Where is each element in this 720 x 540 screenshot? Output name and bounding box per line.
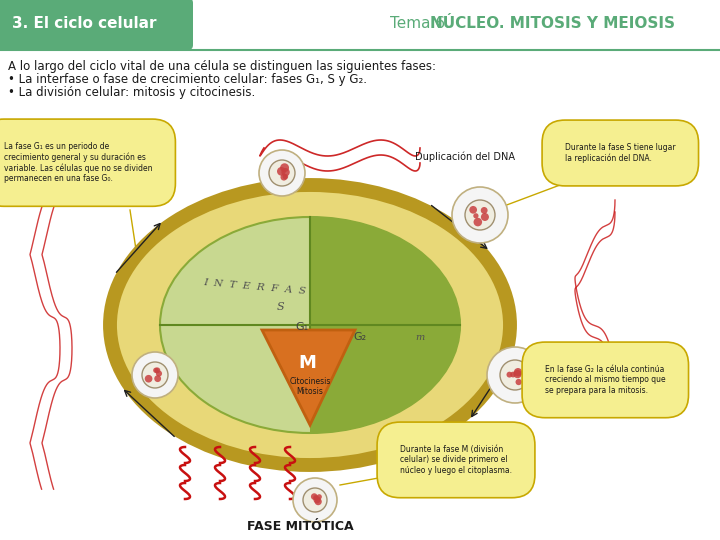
Circle shape	[293, 478, 337, 522]
Circle shape	[281, 174, 287, 180]
Circle shape	[481, 207, 487, 214]
Circle shape	[315, 498, 322, 505]
Circle shape	[156, 370, 162, 376]
Circle shape	[269, 160, 295, 186]
Text: Duplicación del DNA: Duplicación del DNA	[415, 152, 515, 163]
Circle shape	[142, 362, 168, 388]
Circle shape	[132, 352, 178, 398]
Text: A lo largo del ciclo vital de una célula se distinguen las siguientes fases:: A lo largo del ciclo vital de una célula…	[8, 60, 436, 73]
Circle shape	[154, 375, 161, 382]
Polygon shape	[310, 217, 460, 433]
Circle shape	[311, 493, 318, 500]
Circle shape	[155, 367, 161, 373]
Text: FASE MITÓTICA: FASE MITÓTICA	[247, 520, 354, 533]
Text: Mitosis: Mitosis	[297, 387, 323, 395]
Text: Durante la fase S tiene lugar
la replicación del DNA.: Durante la fase S tiene lugar la replica…	[565, 143, 675, 163]
Circle shape	[513, 370, 522, 378]
Circle shape	[473, 213, 479, 219]
Circle shape	[313, 495, 318, 500]
Text: S: S	[276, 302, 284, 312]
Circle shape	[474, 218, 482, 226]
Circle shape	[514, 368, 522, 376]
Text: I  N  T  E  R  F  A  S: I N T E R F A S	[203, 278, 307, 296]
Text: La fase G₁ es un periodo de
crecimiento general y su duración es
variable. Las c: La fase G₁ es un periodo de crecimiento …	[4, 142, 153, 184]
FancyBboxPatch shape	[0, 0, 193, 50]
Text: NÚCLEO. MITOSIS Y MEIOSIS: NÚCLEO. MITOSIS Y MEIOSIS	[430, 17, 675, 31]
Circle shape	[283, 174, 288, 179]
Circle shape	[487, 347, 543, 403]
Circle shape	[506, 372, 513, 377]
Circle shape	[313, 496, 320, 503]
Circle shape	[303, 488, 327, 512]
Text: G₁: G₁	[295, 322, 309, 332]
Circle shape	[153, 368, 158, 373]
Circle shape	[277, 167, 286, 176]
Text: m: m	[415, 333, 425, 341]
Circle shape	[317, 494, 322, 500]
Circle shape	[481, 213, 489, 221]
Circle shape	[259, 150, 305, 196]
Circle shape	[452, 187, 508, 243]
Circle shape	[282, 168, 289, 177]
Text: • La división celular: mitosis y citocinesis.: • La división celular: mitosis y citocin…	[8, 86, 256, 99]
Text: M: M	[298, 354, 316, 372]
Text: Durante la fase M (división
celular) se divide primero el
núcleo y luego el cito: Durante la fase M (división celular) se …	[400, 445, 512, 475]
Text: Citocinesis: Citocinesis	[289, 377, 330, 387]
Text: Tema 6.: Tema 6.	[390, 17, 455, 31]
Circle shape	[280, 163, 289, 172]
Text: G₂: G₂	[354, 332, 366, 342]
Circle shape	[145, 375, 153, 382]
Text: 3. El ciclo celular: 3. El ciclo celular	[12, 17, 156, 31]
Ellipse shape	[160, 217, 460, 433]
Polygon shape	[262, 330, 355, 425]
Circle shape	[516, 379, 522, 385]
Text: En la fase G₂ la célula continúa
creciendo al mismo tiempo que
se prepara para l: En la fase G₂ la célula continúa crecien…	[545, 365, 665, 395]
Circle shape	[500, 360, 530, 390]
Circle shape	[469, 206, 477, 214]
Ellipse shape	[110, 185, 510, 465]
Text: • La interfase o fase de crecimiento celular: fases G₁, S y G₂.: • La interfase o fase de crecimiento cel…	[8, 73, 367, 86]
Circle shape	[465, 200, 495, 230]
Circle shape	[510, 372, 516, 377]
